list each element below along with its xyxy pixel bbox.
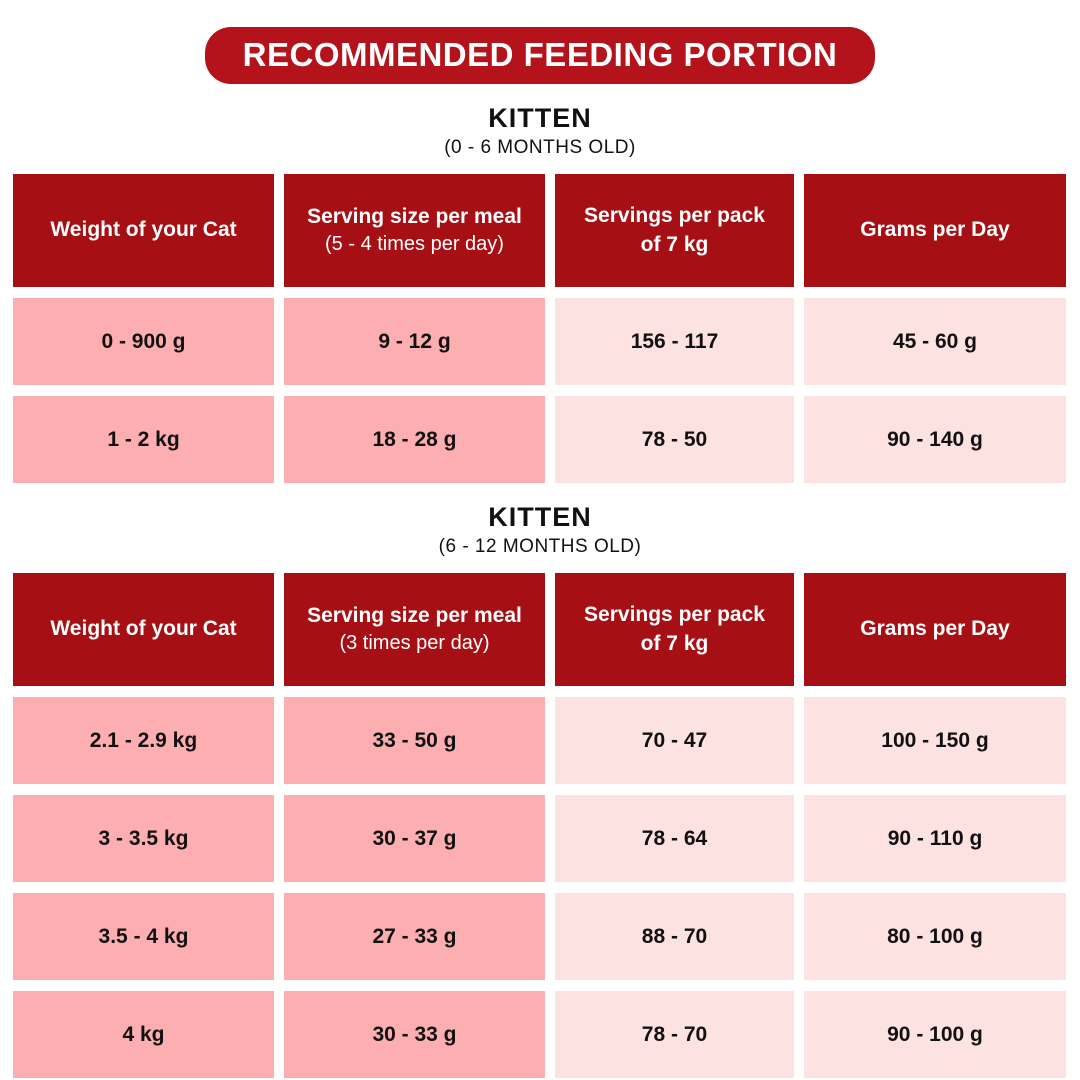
column-header-label-line2: of 7 kg bbox=[640, 232, 709, 256]
section-title: KITTEN bbox=[488, 502, 592, 532]
section-subtitle: (0 - 6 MONTHS OLD) bbox=[444, 137, 636, 158]
cell-servings-per-pack: 70 - 47 bbox=[555, 697, 794, 784]
section-heading-kitten-6-12: KITTEN (6 - 12 MONTHS OLD) bbox=[0, 502, 1080, 558]
cell-serving-size: 18 - 28 g bbox=[284, 396, 545, 483]
cell-servings-per-pack: 156 - 117 bbox=[555, 298, 794, 385]
cell-grams-per-day: 100 - 150 g bbox=[804, 697, 1066, 784]
cell-weight: 3 - 3.5 kg bbox=[13, 795, 274, 882]
cell-serving-size: 30 - 37 g bbox=[284, 795, 545, 882]
section-subtitle: (6 - 12 MONTHS OLD) bbox=[438, 536, 642, 557]
title-banner: RECOMMENDED FEEDING PORTION bbox=[0, 0, 1080, 84]
cell-grams-per-day: 90 - 110 g bbox=[804, 795, 1066, 882]
cell-servings-per-pack: 78 - 50 bbox=[555, 396, 794, 483]
column-header-label: Serving size per meal bbox=[307, 603, 522, 627]
feeding-table-0-6-months: Weight of your Cat Serving size per meal… bbox=[0, 174, 1080, 483]
column-header-label: Grams per Day bbox=[860, 218, 1010, 242]
cell-grams-per-day: 90 - 140 g bbox=[804, 396, 1066, 483]
column-header-sublabel: (3 times per day) bbox=[339, 632, 490, 655]
column-header-label: Serving size per meal bbox=[307, 204, 522, 228]
cell-weight: 4 kg bbox=[13, 991, 274, 1078]
column-header-weight: Weight of your Cat bbox=[13, 174, 274, 287]
column-header-label-line2: of 7 kg bbox=[640, 631, 709, 655]
column-header-label: Grams per Day bbox=[860, 617, 1010, 641]
column-header-serving-size: Serving size per meal (3 times per day) bbox=[284, 573, 545, 686]
cell-grams-per-day: 80 - 100 g bbox=[804, 893, 1066, 980]
column-header-servings-per-pack: Servings per pack of 7 kg bbox=[555, 573, 794, 686]
page-title: RECOMMENDED FEEDING PORTION bbox=[204, 27, 876, 84]
cell-grams-per-day: 90 - 100 g bbox=[804, 991, 1066, 1078]
cell-servings-per-pack: 78 - 70 bbox=[555, 991, 794, 1078]
cell-servings-per-pack: 88 - 70 bbox=[555, 893, 794, 980]
cell-weight: 3.5 - 4 kg bbox=[13, 893, 274, 980]
column-header-servings-per-pack: Servings per pack of 7 kg bbox=[555, 174, 794, 287]
column-header-label: Weight of your Cat bbox=[50, 218, 237, 242]
cell-servings-per-pack: 78 - 64 bbox=[555, 795, 794, 882]
cell-grams-per-day: 45 - 60 g bbox=[804, 298, 1066, 385]
cell-serving-size: 30 - 33 g bbox=[284, 991, 545, 1078]
cell-serving-size: 27 - 33 g bbox=[284, 893, 545, 980]
column-header-label: Servings per pack bbox=[584, 204, 765, 228]
feeding-table-6-12-months: Weight of your Cat Serving size per meal… bbox=[0, 573, 1080, 1078]
cell-serving-size: 33 - 50 g bbox=[284, 697, 545, 784]
column-header-grams-per-day: Grams per Day bbox=[804, 573, 1066, 686]
section-title: KITTEN bbox=[488, 103, 592, 133]
column-header-label: Weight of your Cat bbox=[50, 617, 237, 641]
column-header-weight: Weight of your Cat bbox=[13, 573, 274, 686]
column-header-sublabel: (5 - 4 times per day) bbox=[325, 233, 504, 256]
column-header-serving-size: Serving size per meal (5 - 4 times per d… bbox=[284, 174, 545, 287]
section-heading-kitten-0-6: KITTEN (0 - 6 MONTHS OLD) bbox=[0, 103, 1080, 159]
cell-weight: 2.1 - 2.9 kg bbox=[13, 697, 274, 784]
cell-weight: 1 - 2 kg bbox=[13, 396, 274, 483]
cell-weight: 0 - 900 g bbox=[13, 298, 274, 385]
cell-serving-size: 9 - 12 g bbox=[284, 298, 545, 385]
column-header-grams-per-day: Grams per Day bbox=[804, 174, 1066, 287]
column-header-label: Servings per pack bbox=[584, 603, 765, 627]
